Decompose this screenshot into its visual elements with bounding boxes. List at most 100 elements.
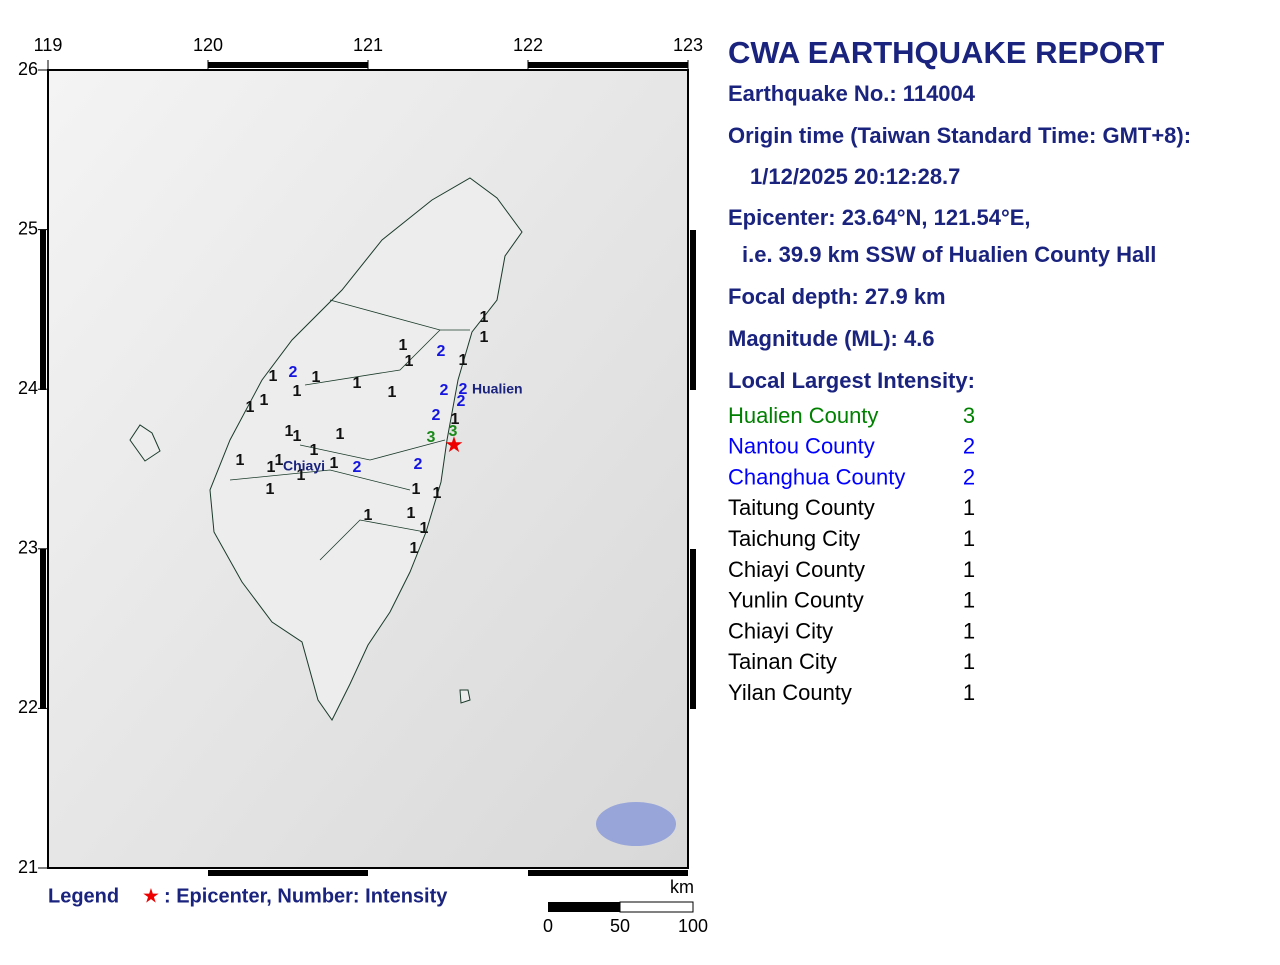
frame-bar (690, 230, 696, 390)
place-label: Chiayi (283, 458, 325, 474)
station-intensity: 1 (275, 452, 284, 469)
islands (129, 424, 471, 704)
county-name: Taichung City (728, 526, 860, 551)
scale-bar-black (548, 902, 620, 912)
station-intensity: 1 (405, 353, 414, 370)
cwa-logo (596, 802, 676, 846)
lon-tick-label: 120 (193, 35, 223, 55)
station-intensity: 1 (310, 442, 319, 459)
county-name: Tainan City (728, 649, 837, 674)
frame-bar (40, 549, 46, 709)
county-intensity: 2 (963, 464, 975, 489)
county-intensity: 1 (963, 680, 975, 705)
lat-tick-label: 23 (18, 538, 38, 558)
county-borders (229, 299, 470, 561)
frame-bar (528, 62, 688, 68)
legend-label: Legend (48, 885, 119, 907)
station-intensity: 1 (451, 411, 460, 428)
station-intensity: 3 (449, 423, 458, 440)
station-intensity: 2 (459, 381, 468, 398)
county-name: Changhua County (728, 464, 905, 489)
station-intensity: 2 (289, 364, 298, 381)
station-intensity: 1 (260, 392, 269, 409)
station-intensity: 2 (432, 407, 441, 424)
report-line: Local Largest Intensity: (728, 368, 975, 393)
frame-bar (528, 870, 688, 876)
station-intensity: 1 (293, 383, 302, 400)
county-intensity: 1 (963, 618, 975, 643)
lon-tick-label: 123 (673, 35, 703, 55)
lat-tick-label: 21 (18, 857, 38, 877)
county-name: Hualien County (728, 403, 878, 428)
frame-bars (40, 62, 696, 876)
county-intensity: 1 (963, 526, 975, 551)
frame-bar (208, 62, 368, 68)
station-intensity: 1 (412, 481, 421, 498)
county-name: Yunlin County (728, 588, 864, 613)
lat-tick-label: 26 (18, 59, 38, 79)
frame-bar (690, 549, 696, 709)
county-name: Chiayi County (728, 557, 865, 582)
epicenter: ★ (444, 432, 464, 457)
station-intensity: 2 (414, 456, 423, 473)
frame-bar (40, 230, 46, 390)
station-intensity: 1 (407, 505, 416, 522)
station-intensity: 1 (285, 423, 294, 440)
station-intensity: 1 (399, 337, 408, 354)
scale-tick-label: 50 (610, 916, 630, 936)
station-intensity: 1 (246, 399, 255, 416)
scale-tick-label: 0 (543, 916, 553, 936)
lat-tick-label: 24 (18, 378, 38, 398)
station-intensity: 1 (410, 540, 419, 557)
legend-text: : Epicenter, Number: Intensity (164, 885, 448, 907)
county-intensity: 1 (963, 649, 975, 674)
station-intensity: 1 (267, 459, 276, 476)
station-intensity: 1 (480, 309, 489, 326)
county-name: Chiayi City (728, 618, 833, 643)
county-name: Taitung County (728, 495, 875, 520)
report-line: Focal depth: 27.9 km (728, 284, 946, 309)
station-intensity: 1 (480, 329, 489, 346)
station-intensity: 1 (420, 520, 429, 537)
report-line: 1/12/2025 20:12:28.7 (750, 164, 960, 189)
lon-tick-label: 119 (34, 35, 63, 55)
lat-tick-label: 22 (18, 697, 38, 717)
place-label: Hualien (472, 381, 523, 397)
lon-tick-label: 122 (513, 35, 543, 55)
report-line: Magnitude (ML): 4.6 (728, 326, 935, 351)
county-intensity: 1 (963, 495, 975, 520)
station-intensity: 1 (293, 428, 302, 445)
station-intensity: 1 (364, 507, 373, 524)
report-line: i.e. 39.9 km SSW of Hualien County Hall (742, 242, 1156, 267)
station-intensity: 1 (459, 352, 468, 369)
county-intensity: 1 (963, 588, 975, 613)
scale-bar-white (619, 901, 694, 913)
station-intensity: 2 (437, 343, 446, 360)
station-intensity: 2 (457, 393, 466, 410)
legend-symbol: ★ (142, 885, 160, 907)
station-intensity: 2 (440, 382, 449, 399)
station-intensity: 1 (388, 384, 397, 401)
lon-tick-label: 121 (353, 35, 383, 55)
station-intensity: 1 (330, 455, 339, 472)
station-intensity: 1 (236, 452, 245, 469)
county-name: Yilan County (728, 680, 852, 705)
station-intensity: 1 (353, 375, 362, 392)
frame-bar (208, 870, 368, 876)
station-intensity: 1 (297, 467, 306, 484)
scale-tick-label: 100 (678, 916, 708, 936)
lat-tick-label: 25 (18, 218, 38, 238)
station-intensity: 1 (336, 426, 345, 443)
taiwan-outline (209, 177, 523, 721)
county-intensity: 2 (963, 434, 975, 459)
report-line: Earthquake No.: 114004 (728, 81, 976, 106)
report-line: Origin time (Taiwan Standard Time: GMT+8… (728, 123, 1191, 148)
report-title: CWA EARTHQUAKE REPORT (728, 35, 1164, 70)
county-name: Nantou County (728, 434, 875, 459)
scale-unit: km (670, 877, 694, 897)
county-intensity: 3 (963, 403, 975, 428)
station-intensity: 1 (269, 368, 278, 385)
station-intensity: 1 (312, 369, 321, 386)
